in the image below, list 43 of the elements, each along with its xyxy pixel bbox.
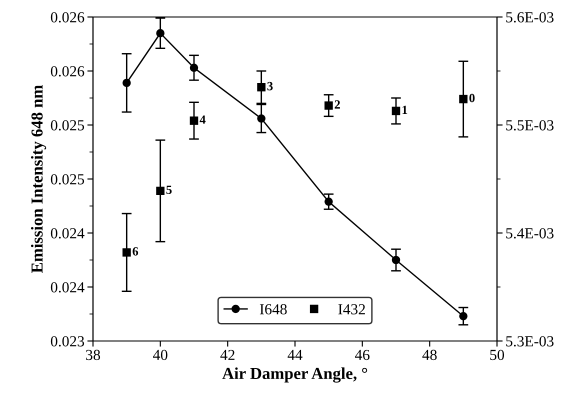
point [122, 248, 131, 257]
point [392, 106, 400, 116]
annotation: 5 [166, 186, 172, 194]
x-tick-label: 48 [422, 350, 437, 360]
y-tick-label: 0.025 [50, 174, 84, 185]
legend-label: I648 [260, 304, 287, 314]
point [257, 83, 266, 92]
annotation: 2 [334, 100, 340, 109]
point [392, 256, 400, 264]
point [122, 78, 131, 88]
x-tick-label: 42 [220, 350, 234, 360]
annotation: 4 [200, 115, 206, 124]
point [324, 101, 333, 110]
point [459, 312, 468, 320]
point [190, 116, 198, 125]
legend-label: I432 [338, 304, 365, 314]
annotation: 6 [132, 247, 138, 256]
y-tick-label: 0.026 [50, 12, 84, 23]
annotation: 0 [469, 94, 475, 102]
point [257, 114, 266, 123]
x-tick-label: 40 [152, 350, 168, 360]
annotation: 1 [402, 106, 408, 114]
y2-tick-label: 5.3E-03 [506, 336, 554, 347]
x-tick-label: 44 [288, 350, 302, 360]
y2-tick-label: 5.4E-03 [506, 228, 554, 239]
point [190, 64, 198, 72]
y-tick-label: 0.024 [50, 228, 84, 239]
y2-tick-label: 5.5E-03 [506, 120, 554, 131]
y-tick-label: 0.025 [50, 120, 84, 131]
x-tick-label: 38 [86, 350, 100, 360]
x-tick-label: 46 [354, 350, 370, 360]
point [156, 29, 164, 38]
y-tick-label: 0.026 [50, 66, 84, 77]
point [459, 94, 468, 104]
x-axis-title: Air Damper Angle, ° [222, 367, 368, 383]
point [324, 198, 333, 206]
x-tick-label: 50 [490, 350, 504, 360]
y-tick-label: 0.024 [50, 282, 84, 293]
y-axis-title: Emission Intensity 648 nm [30, 85, 46, 273]
y-tick-label: 0.023 [50, 336, 84, 347]
y2-tick-label: 5.6E-03 [506, 12, 554, 23]
annotation: 3 [267, 82, 273, 90]
point [156, 186, 164, 196]
